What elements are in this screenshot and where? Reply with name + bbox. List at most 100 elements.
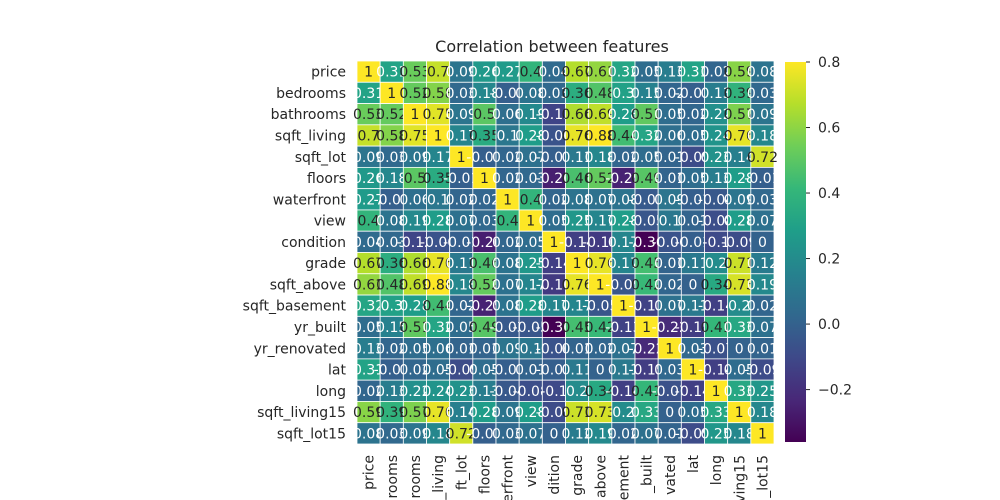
cell-value-label: 0.02: [353, 384, 384, 400]
x-tick-label: long: [709, 455, 725, 485]
cell-value-label: 0.76: [422, 405, 453, 421]
cell-value-label: 0.32: [353, 299, 384, 315]
cell-value-label: -0.09: [536, 405, 572, 421]
cell-value-label: 1: [387, 86, 396, 102]
cell-value-label: -0.26: [536, 171, 572, 187]
cell-value-label: -0.06: [536, 128, 572, 144]
cell-value-label: 0.57: [724, 107, 755, 123]
cell-value-label: 0.26: [469, 65, 500, 81]
y-tick-label: waterfront: [273, 192, 347, 208]
cell-value-label: 0.18: [747, 405, 778, 421]
cell-value-label: 0.28: [608, 107, 639, 123]
cell-value-label: 0.02: [399, 363, 430, 379]
cell-value-label: 0.28: [608, 214, 639, 230]
cell-value-label: 0.48: [376, 277, 407, 293]
cell-value-label: -0.14: [605, 384, 641, 400]
cell-value-label: 0.07: [515, 150, 546, 166]
cell-value-label: 0.07: [631, 426, 662, 442]
cell-value-label: -0.01: [374, 363, 410, 379]
cell-value-label: 0.02: [492, 171, 523, 187]
cell-value-label: 0.09: [492, 405, 523, 421]
cell-value-label: 0.01: [654, 256, 685, 272]
cell-value-label: 0.07: [492, 277, 523, 293]
cell-value-label: 0.23: [700, 150, 731, 166]
cell-value-label: -0.15: [628, 363, 664, 379]
cell-value-label: 0.33: [724, 320, 755, 336]
cell-value-label: 0.08: [747, 65, 778, 81]
cell-value-label: 0.05: [446, 320, 477, 336]
cell-value-label: 0.46: [469, 256, 500, 272]
y-tick-label: floors: [307, 171, 346, 187]
cell-value-label: -0.05: [513, 320, 549, 336]
cell-value-label: -0.12: [397, 235, 433, 251]
cell-value-label: 0.17: [446, 128, 477, 144]
cell-value-label: 0.05: [724, 363, 755, 379]
cell-value-label: 0.61: [585, 65, 616, 81]
cell-value-label: 0.09: [654, 192, 685, 208]
cell-value-label: 0.09: [446, 107, 477, 123]
cell-value-label: 1: [665, 341, 674, 357]
cell-value-label: 0.18: [585, 150, 616, 166]
cell-value-label: 0.11: [446, 256, 477, 272]
cell-value-label: 0.04: [353, 235, 384, 251]
x-tick-label: dition: [547, 455, 563, 495]
cell-value-label: 1: [758, 426, 767, 442]
cell-value-label: 0.72: [446, 426, 477, 442]
cell-value-label: 0.57: [399, 405, 430, 421]
cell-value-label: 0.11: [677, 299, 708, 315]
cell-value-label: 0.32: [422, 320, 453, 336]
cell-value-label: 0.69: [585, 107, 616, 123]
cell-value-label: -0.06: [536, 341, 572, 357]
cell-value-label: -0.16: [582, 235, 618, 251]
colorbar-tick-label: 0.2: [818, 252, 840, 268]
cell-value-label: 0.2: [705, 256, 727, 272]
cell-value-label: 0.17: [585, 214, 616, 230]
x-tick-label: _living: [431, 455, 447, 500]
cell-value-label: 0.09: [353, 150, 384, 166]
cell-value-label: 0: [758, 235, 767, 251]
cell-value-label: 0.58: [376, 128, 407, 144]
cell-value-label: 0.02: [654, 86, 685, 102]
cell-value-label: -0.01: [675, 86, 711, 102]
cell-value-label: 0.19: [515, 107, 546, 123]
cell-value-label: 0.1: [427, 192, 449, 208]
cell-value-label: -0.14: [536, 256, 572, 272]
cell-value-label: -0.01: [466, 426, 502, 442]
cell-value-label: 0.05: [677, 128, 708, 144]
cell-value-label: 0.33: [631, 405, 662, 421]
cell-value-label: 0.33: [724, 384, 755, 400]
cell-value-label: 0.02: [492, 150, 523, 166]
cell-value-label: 0.2: [612, 405, 634, 421]
cell-value-label: 0.17: [561, 299, 592, 315]
cell-value-label: 0.45: [631, 256, 662, 272]
y-tick-label: sqft_lot: [295, 150, 347, 166]
cell-value-label: 0.01: [446, 341, 477, 357]
cell-value-label: 0.51: [631, 107, 662, 123]
cell-value-label: 0.07: [608, 341, 639, 357]
cell-value-label: 0.13: [700, 171, 731, 187]
cell-value-label: -0.05: [605, 277, 641, 293]
cell-value-label: 0.73: [724, 277, 755, 293]
y-tick-label: grade: [305, 256, 346, 272]
cell-value-label: 0.39: [724, 86, 755, 102]
x-tick-label: grade: [570, 455, 586, 496]
cell-value-label: 0.52: [585, 171, 616, 187]
cell-value-label: 0.12: [561, 426, 592, 442]
cell-value-label: 0: [665, 405, 674, 421]
cell-value-label: 1: [526, 214, 535, 230]
cell-value-label: 0.35: [469, 128, 500, 144]
cell-value-label: 0.17: [538, 299, 569, 315]
cell-value-label: -0.05: [582, 299, 618, 315]
cell-value-label: 0.36: [376, 256, 407, 272]
cell-value-label: 0.72: [747, 150, 778, 166]
cell-value-label: 0.05: [677, 405, 708, 421]
cell-value-label: 0.51: [399, 320, 430, 336]
cell-value-label: 0.05: [515, 235, 546, 251]
cell-value-label: 0.58: [422, 86, 453, 102]
cell-value-label: 0.5: [404, 171, 426, 187]
cell-value-label: 0.26: [353, 171, 384, 187]
x-tick-label: floors: [477, 455, 493, 494]
cell-value-label: 0.12: [747, 256, 778, 272]
x-tick-label: ft_lot: [454, 454, 470, 490]
cell-value-label: 0.4: [496, 214, 518, 230]
